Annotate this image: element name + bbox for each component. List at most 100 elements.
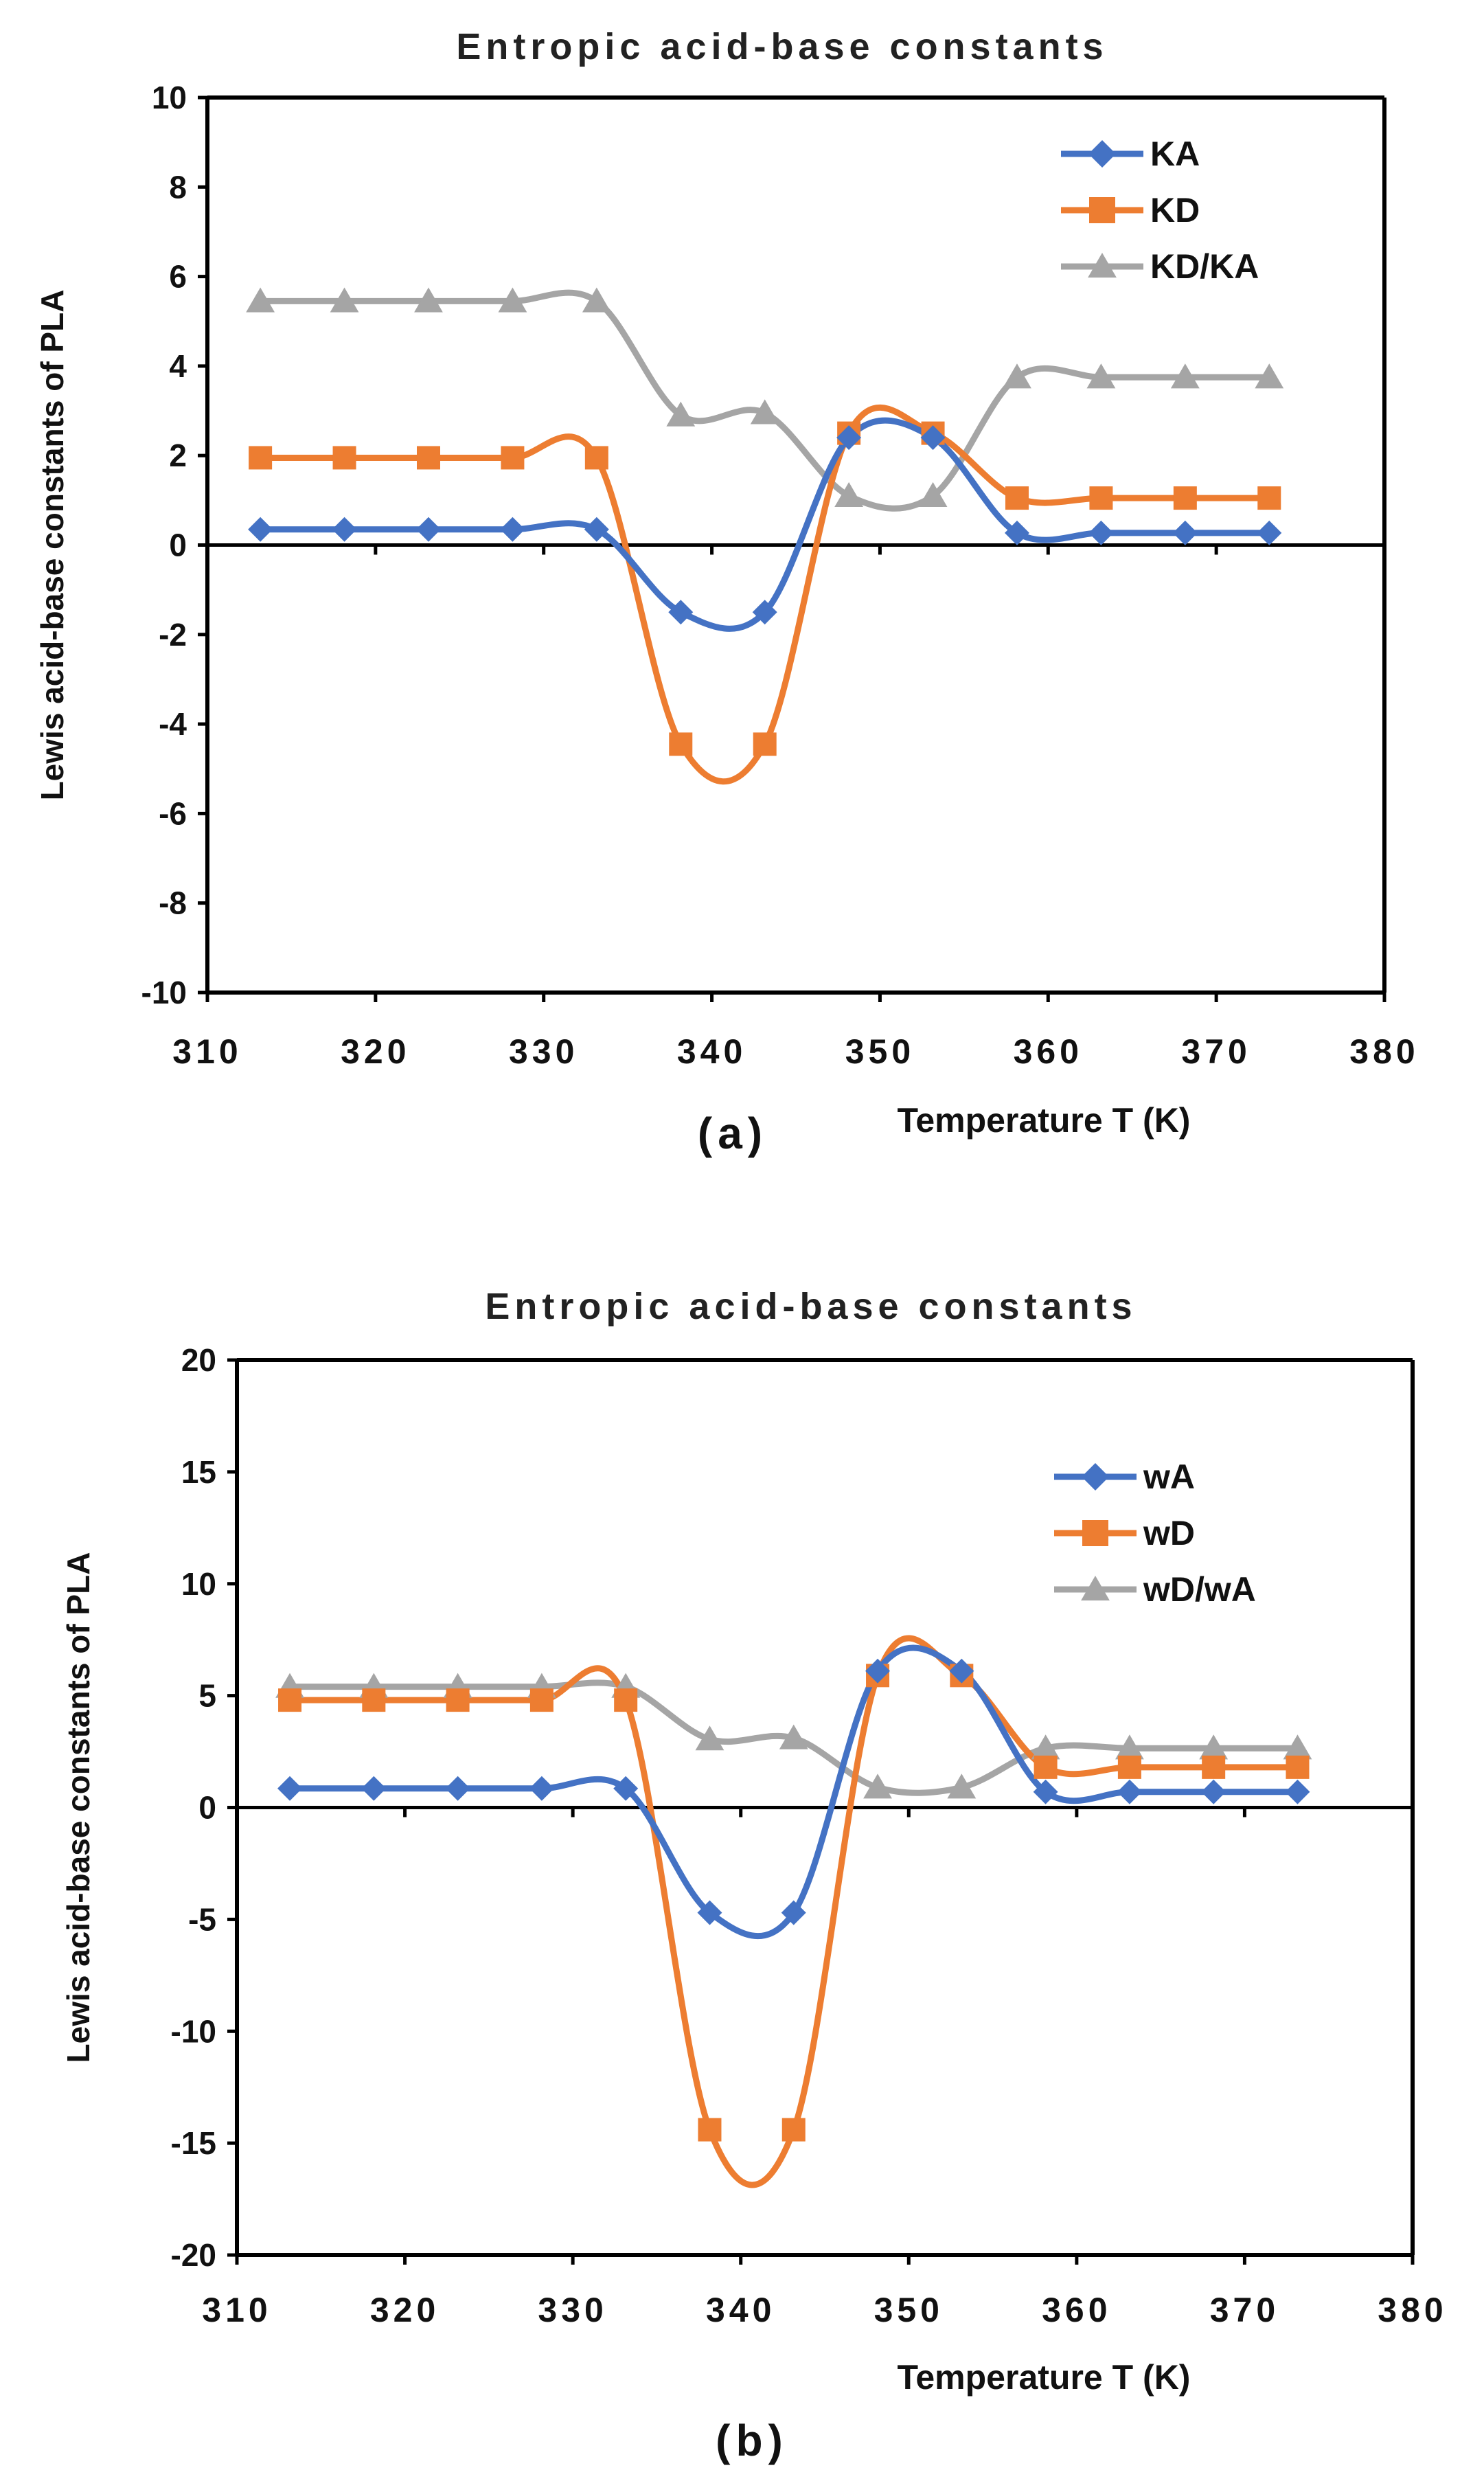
chart-b-y-axis-label: Lewis acid-base constants of PLA — [60, 1552, 96, 2063]
chart-a-series-kd-ka-point — [414, 287, 443, 313]
chart-a-series-ka-point — [1004, 520, 1029, 545]
chart-b-x-axis-label: Temperature T (K) — [898, 2358, 1191, 2397]
chart-a-legend: KA KD KD/KA — [1061, 135, 1259, 286]
chart-a-panel-label: (a) — [698, 1109, 768, 1158]
chart-a-ytick-label: 0 — [169, 528, 187, 563]
chart-a-xtick-label: 340 — [677, 1032, 746, 1071]
chart-a-legend-marker — [1088, 253, 1117, 278]
chart-a-series-kd-point — [669, 732, 693, 756]
chart-b-series-wd-wa-point — [947, 1774, 977, 1799]
chart-b-legend-marker — [1082, 1463, 1109, 1491]
chart-b-series-wa-point — [781, 1900, 806, 1925]
chart-b-xtick-label: 330 — [538, 2291, 607, 2329]
chart-b-xtick-label: 370 — [1210, 2291, 1279, 2329]
chart-a-ytick-label: -4 — [159, 706, 187, 742]
chart-a-series-kd-point — [753, 732, 777, 756]
chart-a-series-kd-ka-point — [666, 401, 696, 427]
chart-b-series-wd-point — [1117, 1755, 1141, 1779]
chart-a-ytick-label: -10 — [141, 975, 187, 1010]
chart-a-ytick-label: 8 — [169, 169, 187, 205]
chart-b-legend-marker — [1082, 1520, 1108, 1546]
chart-a-legend-label: KD — [1150, 191, 1200, 229]
chart-a-series-kd-point — [584, 446, 608, 470]
chart-a-series-kd-point — [332, 446, 356, 470]
chart-b-ytick-label: 0 — [198, 1790, 216, 1826]
chart-b-series-wd-wa-point — [1031, 1734, 1060, 1760]
chart-a-y-axis-label: Lewis acid-base constants of PLA — [34, 290, 70, 801]
chart-a-legend-marker — [1088, 140, 1116, 168]
chart-b-ytick-label: 10 — [181, 1566, 216, 1602]
chart-a-series-ka-point — [920, 425, 946, 451]
chart-a-ytick-label: 4 — [169, 348, 187, 384]
chart-b-legend: wA wD wD/wA — [1054, 1458, 1256, 1609]
chart-b-series-wa-point — [529, 1776, 554, 1801]
chart-a-ytick-label: 6 — [169, 259, 187, 295]
chart-a-legend-label: KD/KA — [1150, 247, 1259, 286]
chart-b-series-wa-point — [865, 1658, 891, 1684]
chart-b-series-wa-point — [277, 1776, 303, 1801]
chart-a-series-kd-ka-point — [750, 399, 779, 424]
chart-a-series-kd-ka-point — [918, 482, 948, 507]
chart-a-legend-marker — [1089, 197, 1115, 223]
chart-b-xtick-label: 340 — [706, 2291, 775, 2329]
chart-b-panel-label: (b) — [716, 2416, 788, 2465]
chart-a-series-kd-ka-point — [834, 482, 864, 507]
chart-a-series-kd-ka-point — [1255, 363, 1284, 389]
chart-b-series-wd-wa-point — [1283, 1734, 1312, 1760]
chart-b-ytick-label: -20 — [171, 2237, 216, 2273]
chart-b-series-wd-point — [278, 1688, 302, 1712]
chart-a-xtick-label: 310 — [172, 1032, 242, 1071]
chart-a-xtick-label: 350 — [845, 1032, 915, 1071]
chart-a-legend-label: KA — [1150, 135, 1200, 173]
chart-a-series-ka-point — [1257, 520, 1282, 545]
chart-a-ytick-label: 2 — [169, 438, 187, 473]
chart-a-series-ka-point — [668, 600, 694, 625]
chart-b-series-wd-wa-point — [695, 1725, 724, 1751]
chart-b-series-wa-point — [1117, 1779, 1142, 1804]
chart-a-title: Entropic acid-base constants — [456, 26, 1108, 67]
chart-b-xtick-label: 360 — [1042, 2291, 1111, 2329]
chart-b-series-wd-point — [1034, 1755, 1058, 1779]
chart-a-series-kd-point — [1173, 486, 1197, 510]
chart-a-ytick-label: -8 — [159, 885, 187, 921]
chart-b-legend-label: wA — [1143, 1458, 1195, 1496]
chart-b-xtick-label: 310 — [202, 2291, 271, 2329]
chart-a-series-kd-point — [1089, 486, 1113, 510]
chart-a-series-ka-point — [1172, 520, 1198, 545]
chart-b-series-wa-point — [361, 1776, 387, 1801]
chart-a-series-kd-point — [1005, 486, 1029, 510]
chart-b-title: Entropic acid-base constants — [485, 1286, 1137, 1327]
chart-b-series-wa-point — [1201, 1779, 1226, 1804]
chart-a-series-kd-point — [416, 446, 440, 470]
chart-a-ytick-label: 10 — [152, 80, 187, 115]
chart-b-series-wa-point — [697, 1900, 722, 1925]
chart-a-series-kd-ka-point — [498, 287, 527, 313]
chart-b-series-wa-point — [949, 1658, 974, 1684]
chart-b-series-wa-point — [613, 1776, 639, 1801]
chart-b-series-wd-wa-point — [779, 1724, 808, 1749]
chart-a-series-kd-ka-point — [582, 287, 611, 313]
chart-b-series-wd-point — [698, 2118, 722, 2142]
chart-b-series-wd-point — [781, 2118, 806, 2142]
chart-b-xtick-label: 380 — [1378, 2291, 1447, 2329]
chart-a-xtick-label: 360 — [1014, 1032, 1083, 1071]
chart-b-xtick-label: 350 — [874, 2291, 944, 2329]
chart-b-xtick-label: 320 — [370, 2291, 440, 2329]
chart-a-series-kd-point — [249, 446, 273, 470]
chart-b-series-wa-point — [445, 1776, 470, 1801]
chart-a-series-kd-ka-point — [330, 287, 359, 313]
chart-b-ytick-label: -10 — [171, 2013, 216, 2049]
chart-b-series-wd-wa-point — [863, 1774, 892, 1799]
chart-a-series-ka-point — [584, 517, 609, 542]
chart-b-ytick-label: -15 — [171, 2125, 216, 2161]
chart-b-series-wa-point — [1285, 1779, 1310, 1804]
chart-a-ytick-label: -2 — [159, 617, 187, 653]
chart-b-series-wd-point — [529, 1688, 553, 1712]
chart-a-series-kd-ka-point — [1003, 363, 1031, 389]
chart-a-x-axis-label: Temperature T (K) — [898, 1101, 1191, 1140]
chart-a-series-kd-ka-point — [246, 287, 275, 313]
chart-b-legend-marker — [1081, 1576, 1110, 1601]
chart-a-series-kd-ka-point — [1170, 363, 1200, 389]
chart-a: Entropic acid-base constants -10 -8 -6 -4 -2 0… — [34, 26, 1415, 1158]
